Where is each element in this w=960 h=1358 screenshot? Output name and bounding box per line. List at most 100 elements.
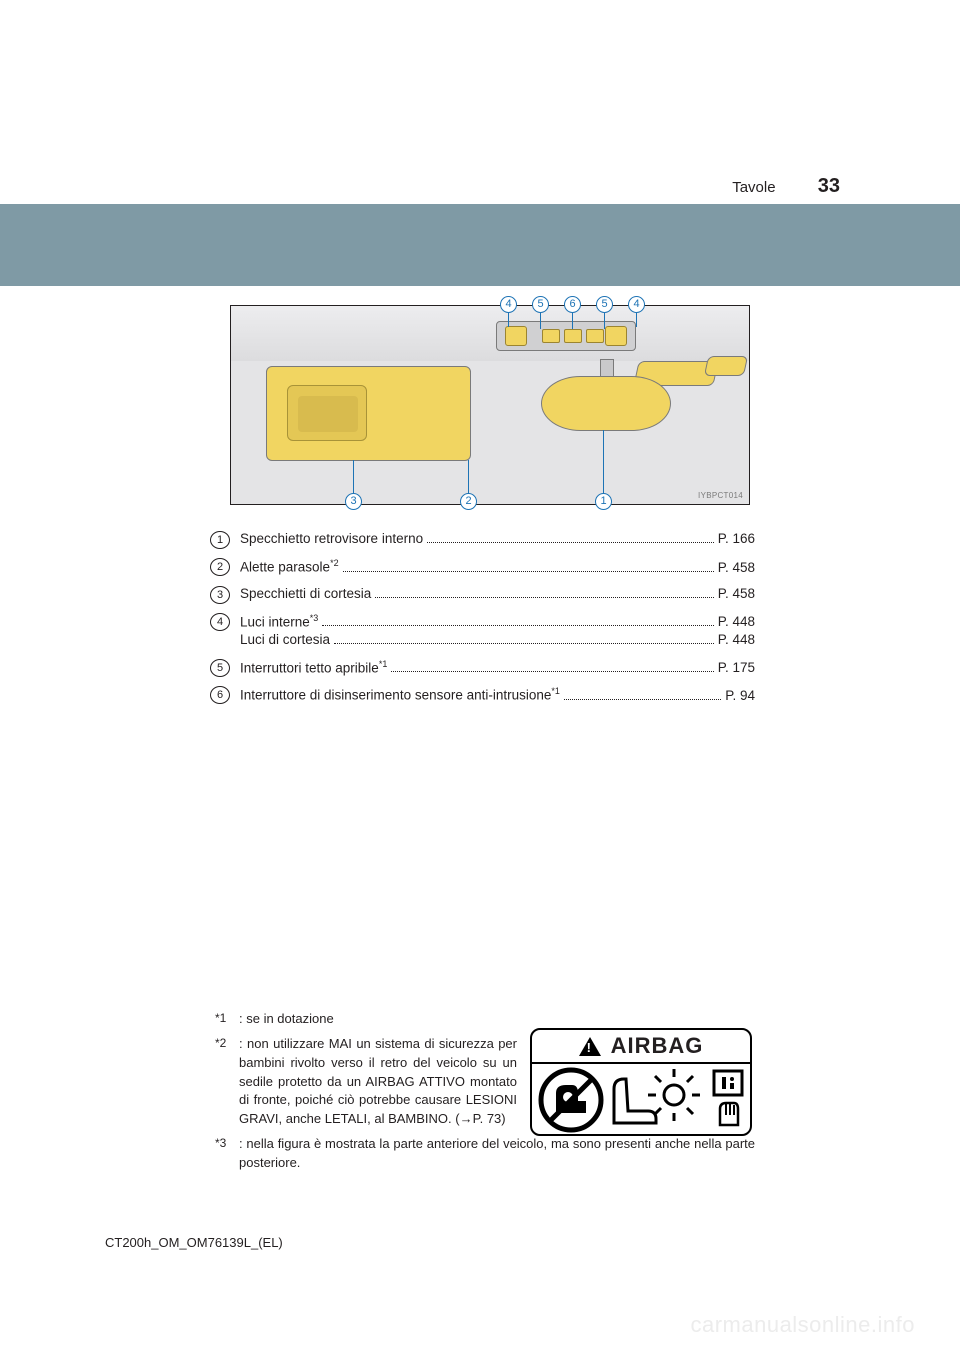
header-band (0, 204, 960, 286)
index-line: Interruttore di disinserimento sensore a… (240, 685, 755, 705)
console-button-icon (542, 329, 560, 343)
index-number: 2 (210, 558, 230, 576)
callout-top: 5 (596, 296, 613, 313)
no-rear-facing-seat-icon (538, 1067, 604, 1133)
index-label: Luci di cortesia (240, 631, 330, 649)
warning-triangle-icon (579, 1037, 601, 1056)
sun-visor-left-icon (266, 366, 471, 461)
index-page: P. 448 (718, 613, 755, 631)
callout-lead (540, 313, 541, 329)
index-page: P. 458 (718, 559, 755, 577)
airbag-label-header: AIRBAG (532, 1030, 750, 1064)
footnote-text: : se in dotazione (239, 1010, 755, 1029)
figure-interior-ceiling: IYBPCT014 4 5 6 5 4 3 2 1 (230, 305, 750, 505)
callout-top: 4 (628, 296, 645, 313)
personal-lamp-left-icon (505, 326, 527, 346)
index-sup: *1 (551, 686, 560, 696)
callout-lead (572, 313, 573, 329)
roof-shade (231, 306, 749, 361)
leader-dots (391, 664, 713, 672)
index-row: 5 Interruttori tetto apribile*1 P. 175 (210, 658, 755, 678)
callout-lead (604, 313, 605, 329)
section-name: Tavole (732, 179, 775, 196)
vanity-mirror-icon (287, 385, 367, 441)
index-row: 3Specchietti di cortesia P. 458 (210, 585, 755, 604)
index-number: 6 (210, 686, 230, 704)
index-line: Luci di cortesia P. 448 (240, 631, 755, 649)
index-line: Alette parasole*2 P. 458 (240, 557, 755, 577)
index-label: Specchietto retrovisore interno (240, 530, 423, 548)
figure-code: IYBPCT014 (698, 491, 743, 500)
index-line: Specchietto retrovisore interno P. 166 (240, 530, 755, 548)
airbag-warning-label: AIRBAG (530, 1028, 752, 1136)
leader-dots (564, 692, 721, 700)
index-row: 6 Interruttore di disinserimento sensore … (210, 685, 755, 705)
index-body: Interruttore di disinserimento sensore a… (240, 685, 755, 705)
callout-lead (468, 460, 469, 495)
index-line: Luci interne*3 P. 448 (240, 612, 755, 632)
index-body: Specchietti di cortesia P. 458 (240, 585, 755, 603)
leader-dots (334, 636, 714, 644)
index-list: 1 Specchietto retrovisore interno P. 166 2… (210, 530, 755, 713)
index-body: Specchietto retrovisore interno P. 166 (240, 530, 755, 548)
index-label: Luci interne*3 (240, 612, 318, 632)
callout-bottom: 1 (595, 493, 612, 510)
leader-dots (427, 535, 714, 543)
rearview-mirror-icon (541, 376, 671, 431)
document-id: CT200h_OM_OM76139L_(EL) (105, 1235, 283, 1250)
callout-top: 5 (532, 296, 549, 313)
index-number: 5 (210, 659, 230, 677)
page-header: Tavole 33 (732, 175, 840, 198)
index-sup: *2 (330, 558, 339, 568)
leader-dots (322, 618, 713, 626)
index-page: P. 448 (718, 631, 755, 649)
watermark: carmanualsonline.info (690, 1312, 915, 1338)
index-page: P. 175 (718, 659, 755, 677)
page-number: 33 (818, 175, 840, 197)
seat-airbag-icon (608, 1067, 700, 1133)
footnote-mark: *1 (215, 1010, 239, 1029)
callout-bottom: 3 (345, 493, 362, 510)
sun-visor-right-icon (704, 356, 748, 376)
index-sup: *1 (379, 659, 388, 669)
index-number: 1 (210, 531, 230, 549)
callout-lead (353, 460, 354, 495)
footnote-mark: *2 (215, 1035, 239, 1129)
index-page: P. 94 (725, 687, 755, 705)
index-row: 2 Alette parasole*2 P. 458 (210, 557, 755, 577)
read-manual-icon (708, 1067, 748, 1133)
footnote-1: *1 : se in dotazione (215, 1010, 755, 1029)
leader-dots (375, 590, 713, 598)
index-label: Interruttori tetto apribile*1 (240, 658, 387, 678)
index-sup: *3 (310, 613, 319, 623)
footnote-mark: *3 (215, 1135, 239, 1173)
leader-dots (343, 563, 714, 571)
index-body: Luci interne*3 P. 448Luci di cortesia P.… (240, 612, 755, 650)
footnote-3: *3 : nella figura è mostrata la parte an… (215, 1135, 755, 1173)
index-number: 4 (210, 613, 230, 631)
personal-lamp-right-icon (605, 326, 627, 346)
mirror-stalk-icon (600, 359, 614, 377)
callout-lead (603, 430, 604, 495)
index-line: Specchietti di cortesia P. 458 (240, 585, 755, 603)
callout-top: 4 (500, 296, 517, 313)
figure-canvas: IYBPCT014 (230, 305, 750, 505)
airbag-word: AIRBAG (611, 1033, 704, 1059)
index-page: P. 458 (718, 585, 755, 603)
console-button-icon (586, 329, 604, 343)
airbag-pictograms (532, 1064, 750, 1136)
callout-lead (508, 313, 509, 327)
index-body: Alette parasole*2 P. 458 (240, 557, 755, 577)
index-row: 4Luci interne*3 P. 448Luci di cortesia P… (210, 612, 755, 650)
index-line: Interruttori tetto apribile*1 P. 175 (240, 658, 755, 678)
index-label: Alette parasole*2 (240, 557, 339, 577)
overhead-console (496, 321, 636, 351)
callout-bottom: 2 (460, 493, 477, 510)
index-label: Specchietti di cortesia (240, 585, 371, 603)
console-button-icon (564, 329, 582, 343)
footnote-text: : nella figura è mostrata la parte anter… (239, 1135, 755, 1173)
callout-lead (636, 313, 637, 327)
index-row: 1 Specchietto retrovisore interno P. 166 (210, 530, 755, 549)
index-body: Interruttori tetto apribile*1 P. 175 (240, 658, 755, 678)
footnote-text: : non utilizzare MAI un sistema di sicur… (239, 1035, 517, 1129)
